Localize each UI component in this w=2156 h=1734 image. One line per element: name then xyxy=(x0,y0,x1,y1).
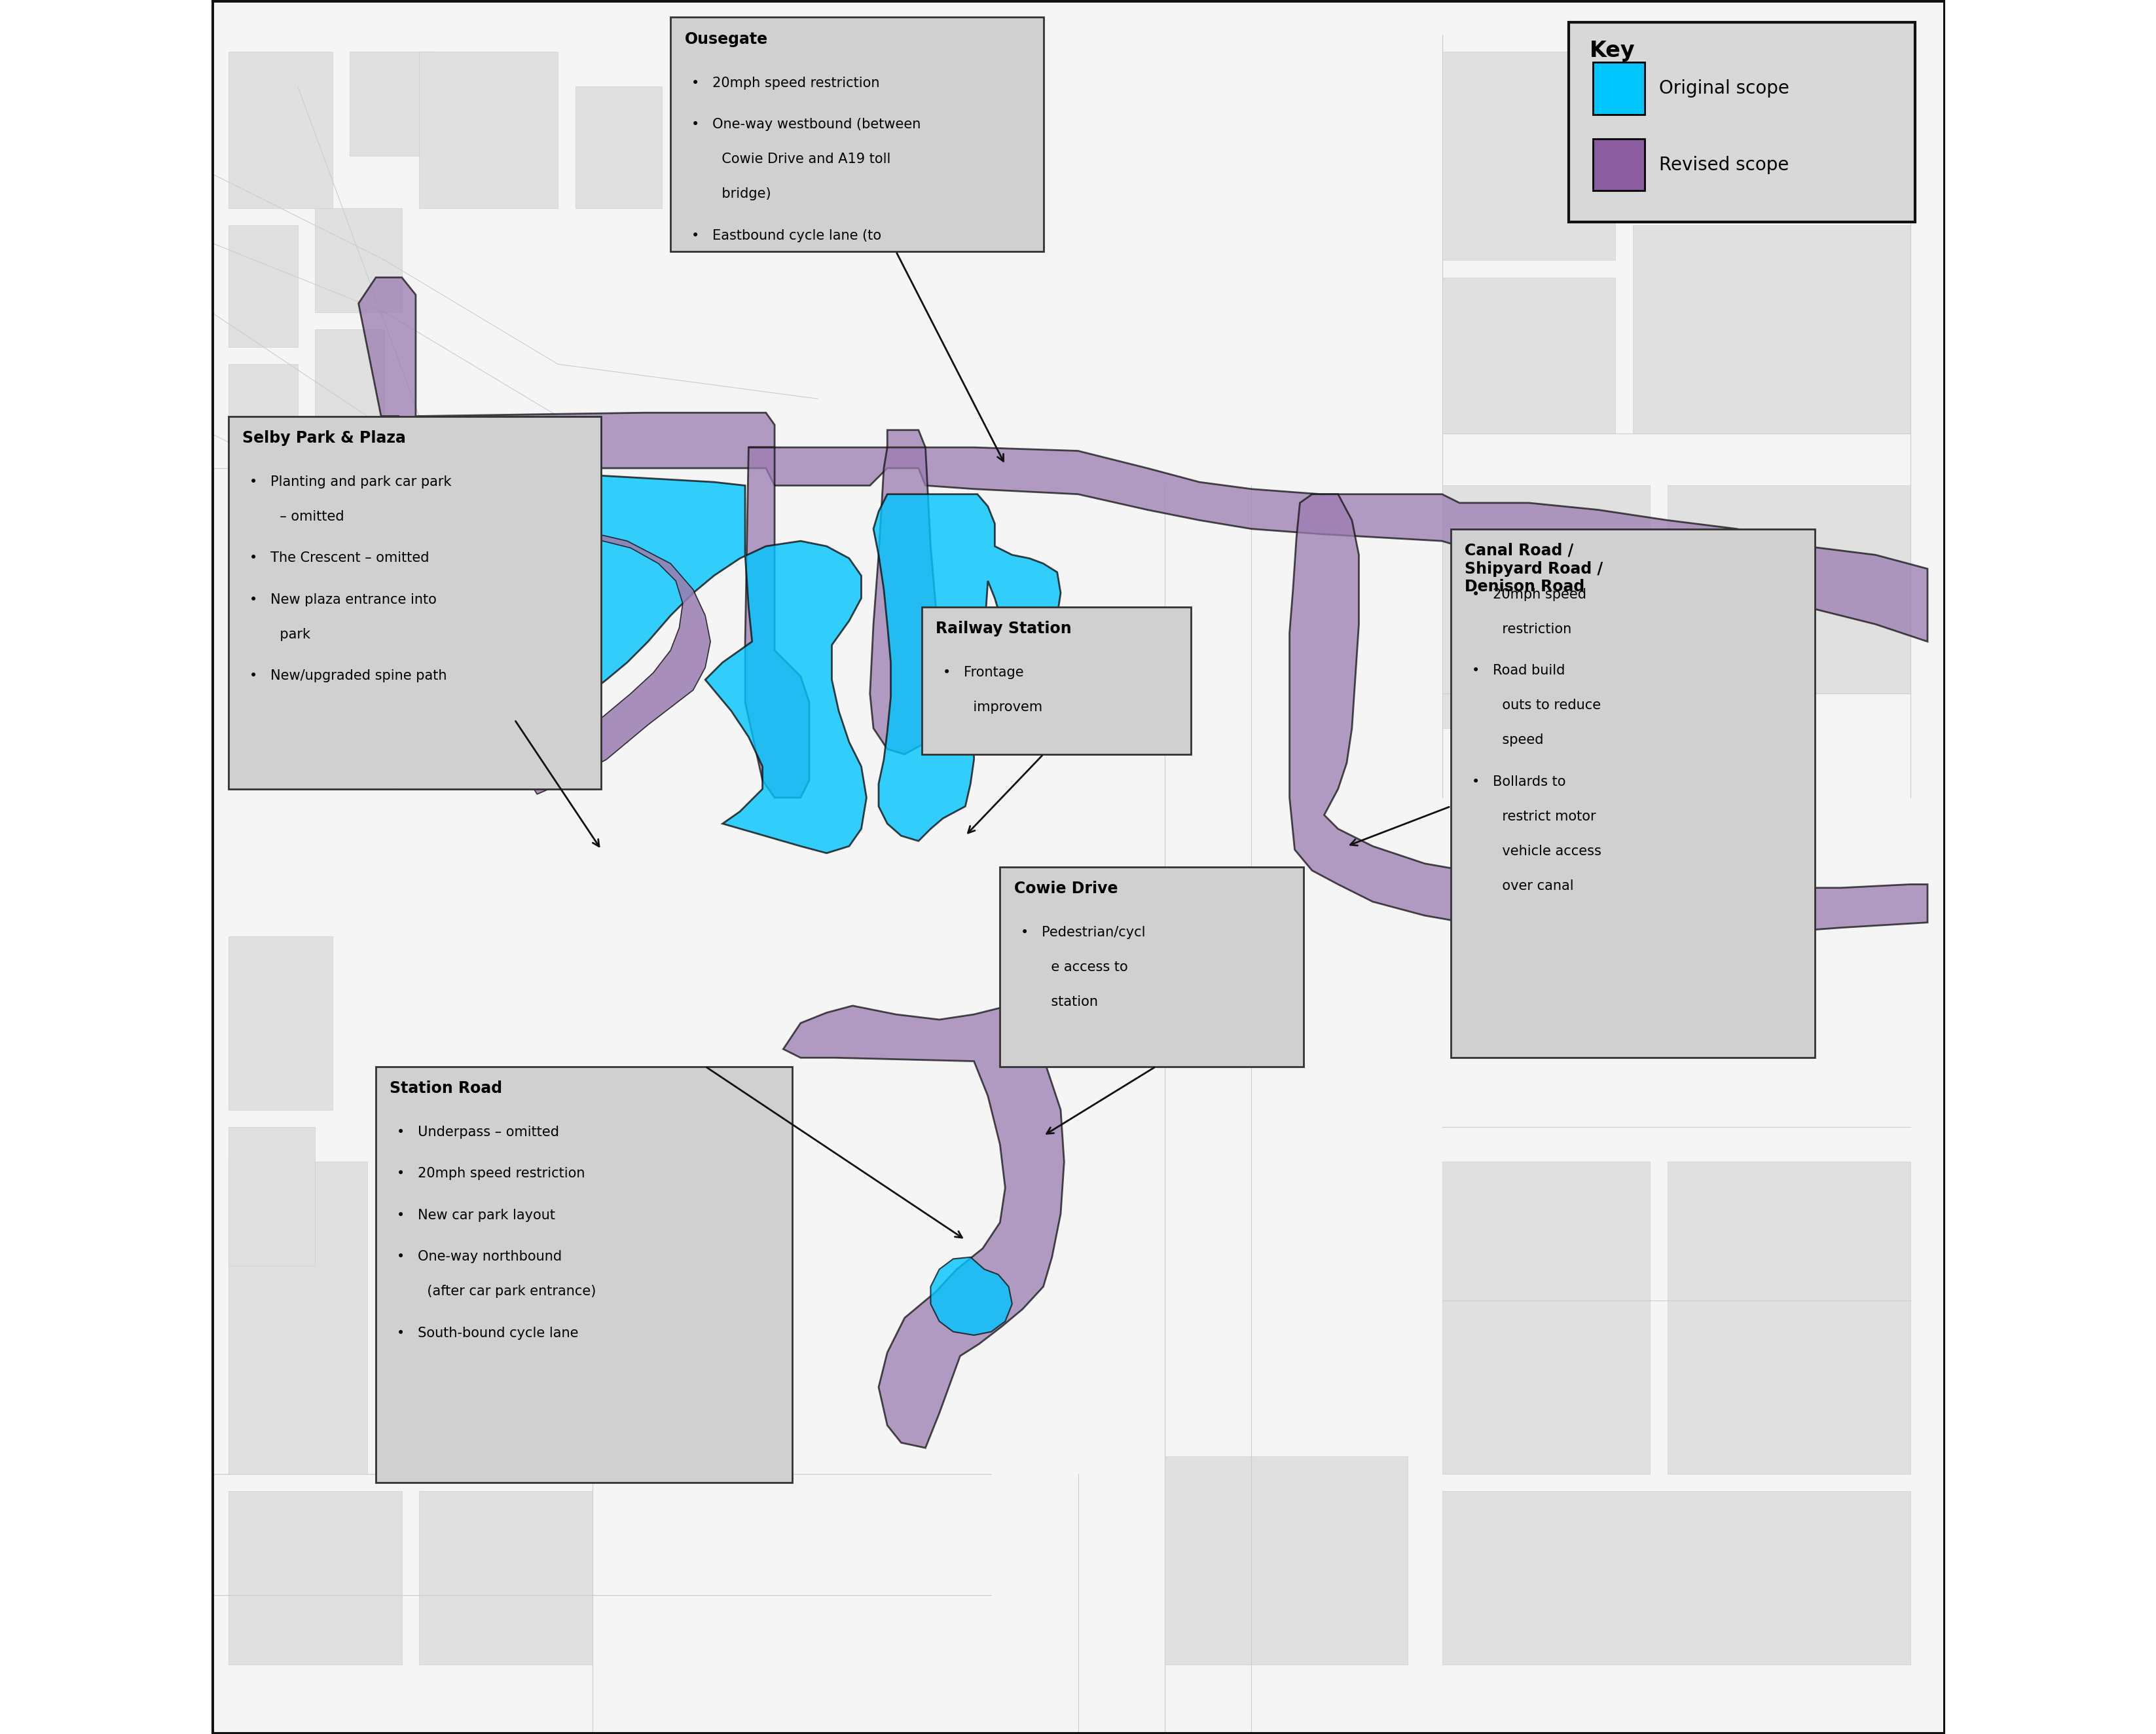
Text: e access to: e access to xyxy=(1020,961,1128,975)
Text: outs to reduce: outs to reduce xyxy=(1473,699,1600,713)
Bar xyxy=(1442,1491,1910,1665)
Text: Cowie Drive and A19 toll: Cowie Drive and A19 toll xyxy=(692,153,890,166)
Text: station: station xyxy=(1020,995,1097,1009)
Text: restriction: restriction xyxy=(1473,623,1572,636)
Text: bridge): bridge) xyxy=(692,187,772,201)
Polygon shape xyxy=(358,277,1927,642)
Bar xyxy=(229,364,298,486)
Bar xyxy=(315,329,384,416)
FancyBboxPatch shape xyxy=(923,607,1190,754)
Text: •   South-bound cycle lane: • South-bound cycle lane xyxy=(397,1327,578,1340)
Text: restrict motor: restrict motor xyxy=(1473,810,1595,824)
Text: •   New/upgraded spine path: • New/upgraded spine path xyxy=(250,669,446,683)
Bar xyxy=(229,1491,401,1665)
Text: – omitted: – omitted xyxy=(250,510,345,524)
Bar xyxy=(418,1491,593,1665)
FancyBboxPatch shape xyxy=(1000,867,1304,1066)
Text: Ousegate: Ousegate xyxy=(683,31,768,47)
Text: Selby Park & Plaza: Selby Park & Plaza xyxy=(241,430,405,446)
FancyBboxPatch shape xyxy=(229,416,602,789)
Bar xyxy=(349,52,436,156)
Bar xyxy=(229,1162,367,1474)
Text: (after car park entrance): (after car park entrance) xyxy=(397,1285,595,1299)
Text: •   20mph speed restriction: • 20mph speed restriction xyxy=(692,76,880,90)
Text: •   Road build: • Road build xyxy=(1473,664,1565,678)
Polygon shape xyxy=(399,610,485,694)
Polygon shape xyxy=(783,1006,1065,1448)
FancyBboxPatch shape xyxy=(671,17,1044,251)
Bar xyxy=(1632,52,1772,208)
Text: Revised scope: Revised scope xyxy=(1658,156,1789,173)
FancyBboxPatch shape xyxy=(1570,23,1915,222)
Text: •   20mph speed restriction: • 20mph speed restriction xyxy=(397,1167,584,1181)
Text: Original scope: Original scope xyxy=(1658,80,1789,97)
Text: Cowie Drive: Cowie Drive xyxy=(1013,881,1117,896)
Bar xyxy=(1442,1162,1649,1474)
Polygon shape xyxy=(1289,494,1927,936)
Text: Canal Road /
Shipyard Road /
Denison Road: Canal Road / Shipyard Road / Denison Roa… xyxy=(1464,543,1602,595)
Bar xyxy=(315,208,401,312)
Bar xyxy=(1164,1457,1408,1665)
Bar xyxy=(1667,486,1910,694)
Bar xyxy=(229,1127,315,1266)
Polygon shape xyxy=(323,468,867,853)
Text: over canal: over canal xyxy=(1473,879,1574,893)
Text: park: park xyxy=(250,628,310,642)
Text: Key: Key xyxy=(1589,40,1634,61)
Text: •   Pedestrian/cycl: • Pedestrian/cycl xyxy=(1020,926,1145,940)
Text: improvem: improvem xyxy=(942,701,1041,714)
Bar xyxy=(1442,277,1615,434)
Text: •   Bollards to: • Bollards to xyxy=(1473,775,1565,789)
Bar xyxy=(1442,52,1615,260)
Text: •   One-way northbound: • One-way northbound xyxy=(397,1250,563,1264)
Polygon shape xyxy=(746,447,808,798)
FancyBboxPatch shape xyxy=(1451,529,1815,1058)
Text: vehicle access: vehicle access xyxy=(1473,844,1602,858)
Text: •   Frontage: • Frontage xyxy=(942,666,1024,680)
Text: •   New plaza entrance into: • New plaza entrance into xyxy=(250,593,436,607)
Bar xyxy=(1632,225,1910,434)
Text: •   Eastbound cycle lane (to: • Eastbound cycle lane (to xyxy=(692,229,882,243)
Bar xyxy=(1593,139,1645,191)
Text: •   Planting and park car park: • Planting and park car park xyxy=(250,475,451,489)
Polygon shape xyxy=(873,494,1061,841)
Text: Station Road: Station Road xyxy=(390,1080,502,1096)
Polygon shape xyxy=(931,1257,1011,1335)
Bar xyxy=(1789,52,1910,208)
Bar xyxy=(229,936,332,1110)
Bar xyxy=(229,52,332,208)
Text: •   New car park layout: • New car park layout xyxy=(397,1209,554,1222)
Text: •   Underpass – omitted: • Underpass – omitted xyxy=(397,1125,558,1139)
Text: •   20mph speed: • 20mph speed xyxy=(1473,588,1587,602)
Bar xyxy=(576,87,662,208)
Text: speed: speed xyxy=(1473,733,1544,747)
FancyBboxPatch shape xyxy=(375,1066,791,1483)
Polygon shape xyxy=(481,520,711,794)
Text: •   The Crescent – omitted: • The Crescent – omitted xyxy=(250,551,429,565)
Bar xyxy=(1442,486,1649,728)
Bar xyxy=(1593,62,1645,114)
Bar xyxy=(418,52,558,208)
Polygon shape xyxy=(871,447,942,754)
Bar xyxy=(229,225,298,347)
Bar xyxy=(1667,1162,1910,1474)
Text: •   One-way westbound (between: • One-way westbound (between xyxy=(692,118,921,132)
Text: Railway Station: Railway Station xyxy=(936,621,1072,636)
